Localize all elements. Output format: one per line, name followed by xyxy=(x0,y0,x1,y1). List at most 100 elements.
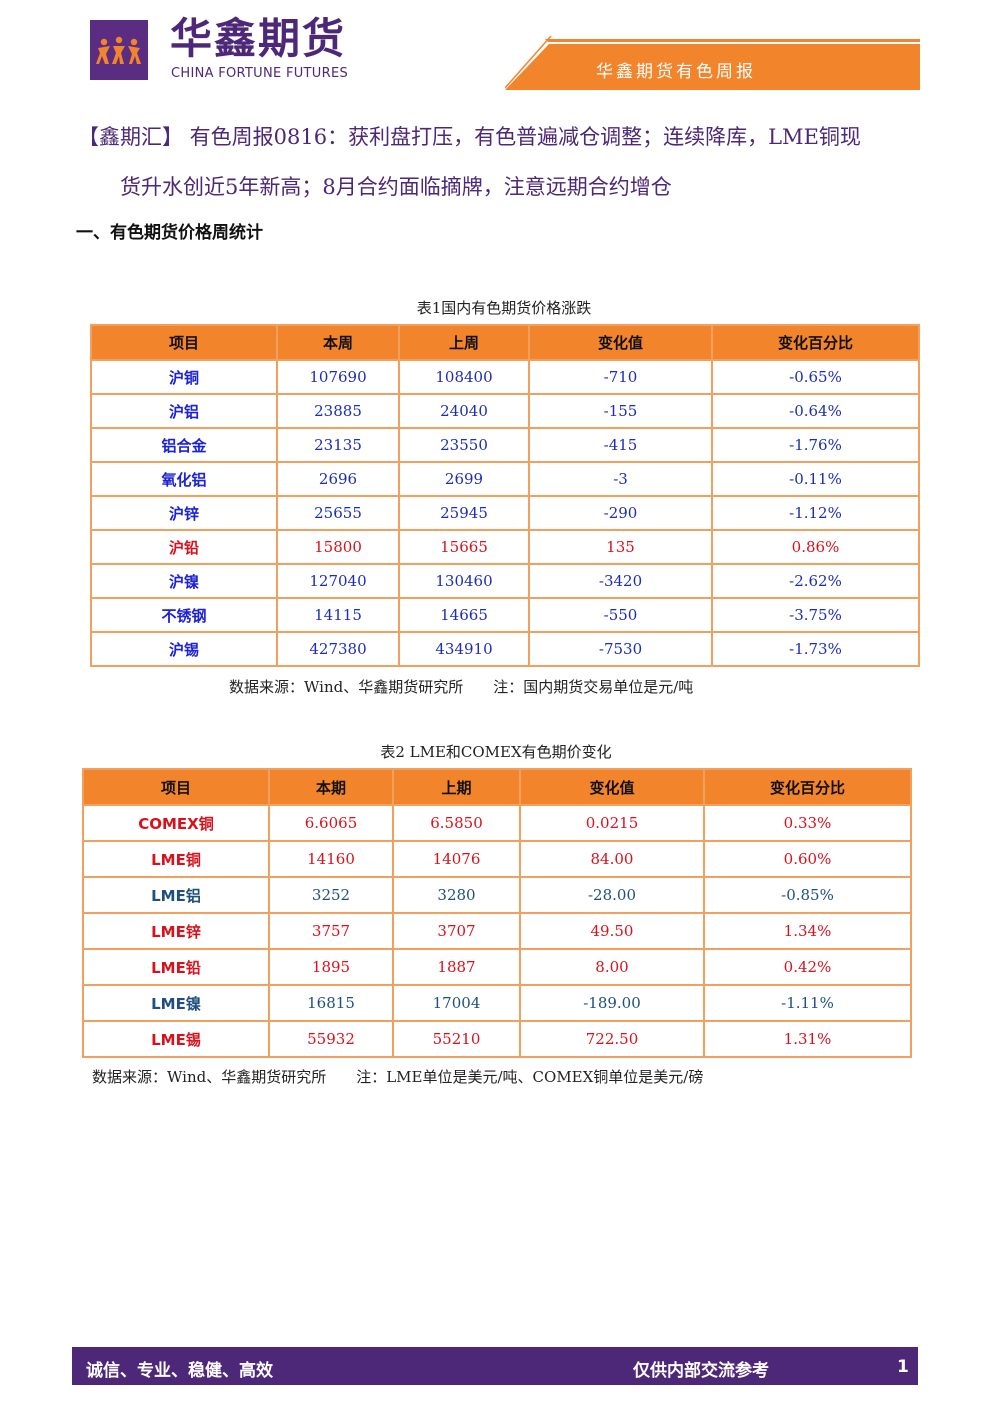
table-row: 铝合金 23135 23550 -415 -1.76% xyxy=(90,427,920,463)
table-row: COMEX铜 6.6065 6.5850 0.0215 0.33% xyxy=(82,804,912,842)
col-header-previous: 上周 xyxy=(398,324,530,361)
brand-name-en: CHINA FORTUNE FUTURES xyxy=(171,66,349,81)
table-row: 沪镍 127040 130460 -3420 -2.62% xyxy=(90,563,920,599)
table2-source-note: 数据来源：Wind、华鑫期货研究所 注：LME单位是美元/吨、COMEX铜单位是… xyxy=(92,1068,704,1086)
table-row: LME锌 3757 3707 49.50 1.34% xyxy=(82,912,912,950)
cell-previous: 23550 xyxy=(398,427,530,463)
cell-item: LME铅 xyxy=(82,948,270,986)
cell-change: -3 xyxy=(528,461,713,497)
cell-change: -290 xyxy=(528,495,713,531)
cell-previous: 130460 xyxy=(398,563,530,599)
cell-change: -28.00 xyxy=(519,876,705,914)
cell-current: 1895 xyxy=(268,948,394,986)
cell-percent: 0.42% xyxy=(703,948,912,986)
cell-percent: -1.76% xyxy=(711,427,920,463)
cell-previous: 1887 xyxy=(392,948,521,986)
cell-previous: 2699 xyxy=(398,461,530,497)
cell-percent: 0.60% xyxy=(703,840,912,878)
cell-change: -3420 xyxy=(528,563,713,599)
cell-percent: -1.11% xyxy=(703,984,912,1022)
cell-change: -550 xyxy=(528,597,713,633)
col-header-previous: 上期 xyxy=(392,768,521,806)
cell-item: LME锡 xyxy=(82,1020,270,1058)
table-header-row: 项目 本周 上周 变化值 变化百分比 xyxy=(90,324,920,361)
cell-percent: -1.12% xyxy=(711,495,920,531)
cell-percent: -1.73% xyxy=(711,631,920,667)
cell-current: 25655 xyxy=(276,495,400,531)
cell-previous: 14076 xyxy=(392,840,521,878)
cell-current: 2696 xyxy=(276,461,400,497)
cell-percent: -0.64% xyxy=(711,393,920,429)
brand-name-cn: 华鑫期货 xyxy=(170,14,347,63)
cell-previous: 15665 xyxy=(398,529,530,565)
report-name: 华鑫期货有色周报 xyxy=(596,62,756,82)
cell-item: COMEX铜 xyxy=(82,804,270,842)
title-line-2: 货升水创近5年新高；8月合约面临摘牌，注意远期合约增仓 xyxy=(120,175,672,199)
lme-comex-table: 项目 本期 上期 变化值 变化百分比 COMEX铜 6.6065 6.5850 0.0… xyxy=(82,768,912,1058)
dancing-figures-icon xyxy=(96,36,141,64)
company-logo xyxy=(90,20,148,80)
cell-previous: 108400 xyxy=(398,359,530,395)
cell-item: 沪铜 xyxy=(90,359,278,395)
cell-change: 49.50 xyxy=(519,912,705,950)
cell-change: 84.00 xyxy=(519,840,705,878)
footer-disclaimer: 仅供内部交流参考 xyxy=(633,1361,769,1381)
cell-percent: -0.65% xyxy=(711,359,920,395)
cell-current: 14115 xyxy=(276,597,400,633)
cell-previous: 17004 xyxy=(392,984,521,1022)
cell-item: 铝合金 xyxy=(90,427,278,463)
table-row: LME锡 55932 55210 722.50 1.31% xyxy=(82,1020,912,1058)
header-banner xyxy=(505,36,920,90)
cell-previous: 6.5850 xyxy=(392,804,521,842)
cell-percent: 0.86% xyxy=(711,529,920,565)
table-row: 沪锡 427380 434910 -7530 -1.73% xyxy=(90,631,920,667)
cell-change: -155 xyxy=(528,393,713,429)
table-row: LME铝 3252 3280 -28.00 -0.85% xyxy=(82,876,912,914)
col-header-percent: 变化百分比 xyxy=(703,768,912,806)
cell-current: 127040 xyxy=(276,563,400,599)
col-header-change: 变化值 xyxy=(519,768,705,806)
col-header-item: 项目 xyxy=(82,768,270,806)
cell-item: LME铝 xyxy=(82,876,270,914)
cell-change: 135 xyxy=(528,529,713,565)
table-row: 沪铅 15800 15665 135 0.86% xyxy=(90,529,920,565)
cell-change: -7530 xyxy=(528,631,713,667)
col-header-current: 本周 xyxy=(276,324,400,361)
cell-previous: 3707 xyxy=(392,912,521,950)
page-number: 1 xyxy=(897,1357,909,1377)
cell-percent: -3.75% xyxy=(711,597,920,633)
col-header-current: 本期 xyxy=(268,768,394,806)
cell-item: 氧化铝 xyxy=(90,461,278,497)
cell-item: 沪铝 xyxy=(90,393,278,429)
table-row: LME铜 14160 14076 84.00 0.60% xyxy=(82,840,912,878)
cell-previous: 24040 xyxy=(398,393,530,429)
cell-current: 16815 xyxy=(268,984,394,1022)
table-row: 沪铜 107690 108400 -710 -0.65% xyxy=(90,359,920,395)
report-title: 【鑫期汇】 有色周报0816：获利盘打压，有色普遍减仓调整；连续降库，LME铜现… xyxy=(78,112,928,212)
col-header-percent: 变化百分比 xyxy=(711,324,920,361)
title-line-1: 【鑫期汇】 有色周报0816：获利盘打压，有色普遍减仓调整；连续降库，LME铜现 xyxy=(78,125,861,149)
cell-percent: 1.31% xyxy=(703,1020,912,1058)
cell-previous: 25945 xyxy=(398,495,530,531)
cell-item: 沪镍 xyxy=(90,563,278,599)
cell-previous: 55210 xyxy=(392,1020,521,1058)
cell-current: 3757 xyxy=(268,912,394,950)
cell-change: 722.50 xyxy=(519,1020,705,1058)
cell-percent: -2.62% xyxy=(711,563,920,599)
cell-current: 23885 xyxy=(276,393,400,429)
cell-current: 23135 xyxy=(276,427,400,463)
footer-motto: 诚信、专业、稳健、高效 xyxy=(86,1361,273,1381)
table-row: LME铅 1895 1887 8.00 0.42% xyxy=(82,948,912,986)
cell-previous: 3280 xyxy=(392,876,521,914)
cell-item: LME铜 xyxy=(82,840,270,878)
cell-change: 8.00 xyxy=(519,948,705,986)
cell-change: 0.0215 xyxy=(519,804,705,842)
footer-bar xyxy=(72,1347,918,1385)
table1-source-note: 数据来源：Wind、华鑫期货研究所 注：国内期货交易单位是元/吨 xyxy=(229,678,694,696)
table-row: LME镍 16815 17004 -189.00 -1.11% xyxy=(82,984,912,1022)
cell-current: 3252 xyxy=(268,876,394,914)
table-row: 沪锌 25655 25945 -290 -1.12% xyxy=(90,495,920,531)
cell-current: 6.6065 xyxy=(268,804,394,842)
table-row: 氧化铝 2696 2699 -3 -0.11% xyxy=(90,461,920,497)
table-header-row: 项目 本期 上期 变化值 变化百分比 xyxy=(82,768,912,806)
